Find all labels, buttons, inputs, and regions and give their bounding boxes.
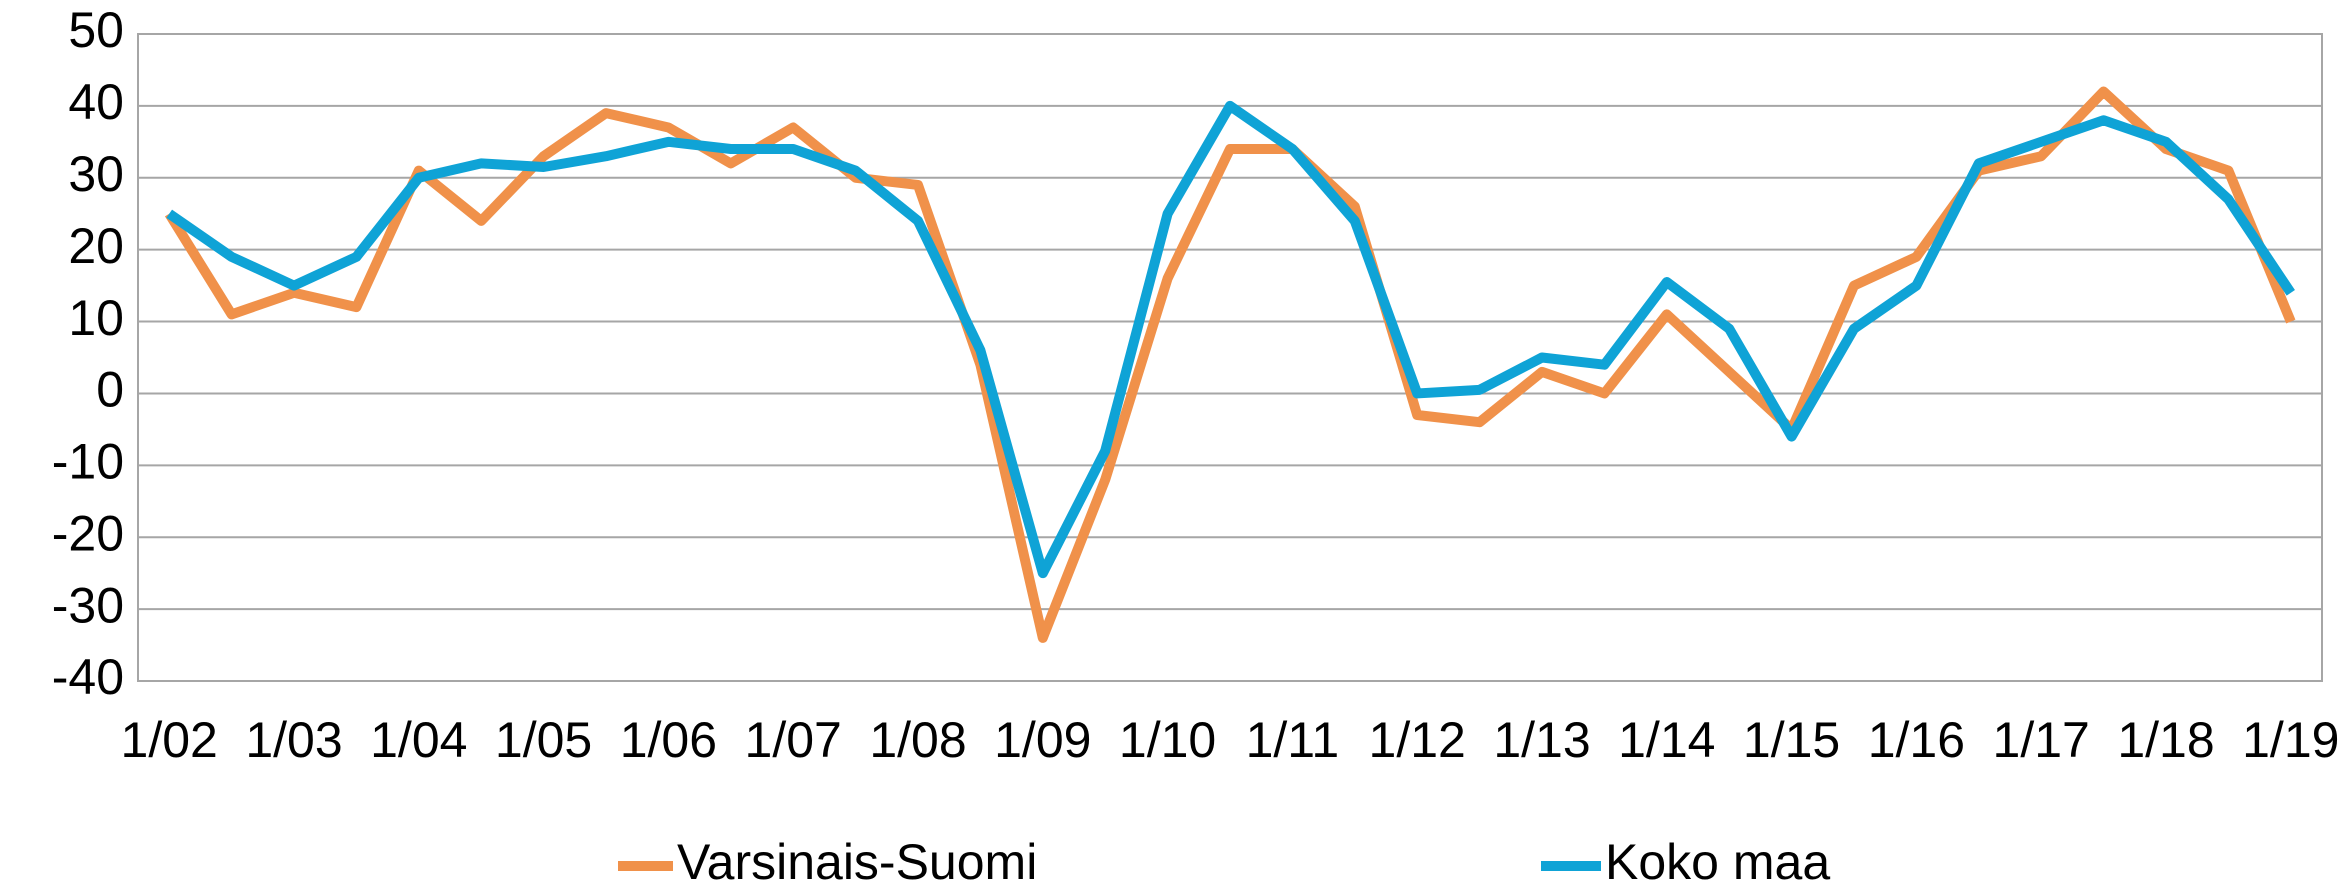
- x-tick-label: 1/02: [121, 712, 218, 768]
- x-tick-label: 1/18: [2117, 712, 2214, 768]
- x-tick-label: 1/16: [1868, 712, 1965, 768]
- series-line: [164, 86, 2296, 643]
- y-tick-label: 40: [68, 74, 124, 130]
- legend-label: Varsinais-Suomi: [677, 834, 1037, 886]
- x-tick-label: 1/10: [1119, 712, 1216, 768]
- legend-label: Koko maa: [1605, 834, 1830, 886]
- x-tick-label: 1/19: [2242, 712, 2339, 768]
- x-tick-label: 1/13: [1493, 712, 1590, 768]
- x-tick-label: 1/03: [245, 712, 342, 768]
- x-tick-label: 1/05: [495, 712, 592, 768]
- y-tick-label: 50: [68, 2, 124, 58]
- x-tick-label: 1/15: [1743, 712, 1840, 768]
- y-tick-label: -10: [52, 434, 124, 490]
- x-tick-label: 1/04: [370, 712, 467, 768]
- y-tick-label: -20: [52, 505, 124, 561]
- x-tick-label: 1/06: [620, 712, 717, 768]
- x-tick-label: 1/08: [869, 712, 966, 768]
- series-line: [166, 100, 2295, 579]
- x-tick-label: 1/14: [1618, 712, 1715, 768]
- y-tick-label: -40: [52, 649, 124, 705]
- y-tick-label: 10: [68, 290, 124, 346]
- x-tick-label: 1/17: [1993, 712, 2090, 768]
- y-tick-label: 20: [68, 218, 124, 274]
- plot-frame: [137, 33, 2323, 682]
- x-tick-label: 1/12: [1369, 712, 1466, 768]
- y-tick-label: -30: [52, 577, 124, 633]
- x-tick-label: 1/07: [745, 712, 842, 768]
- y-tick-label: 30: [68, 146, 124, 202]
- y-tick-label: 0: [96, 362, 124, 418]
- x-tick-label: 1/09: [994, 712, 1091, 768]
- x-tick-label: 1/11: [1246, 712, 1340, 768]
